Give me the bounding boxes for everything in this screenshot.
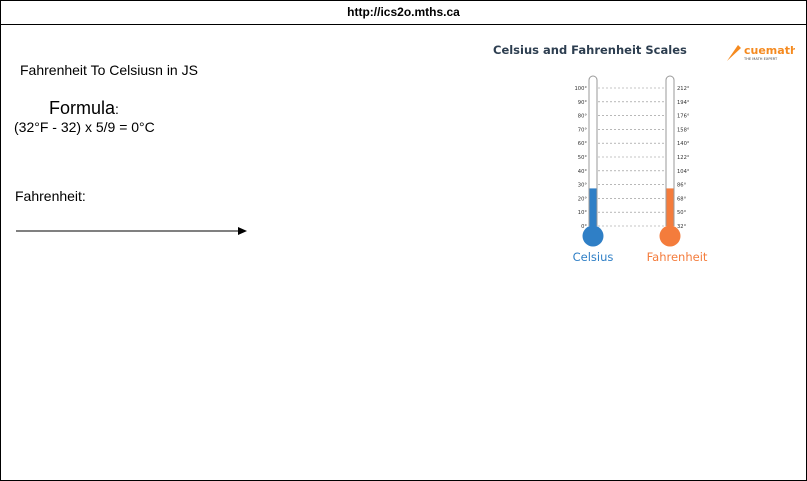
- formula-heading-colon: :: [115, 101, 119, 117]
- brand-tagline: THE MATH EXPERT: [743, 57, 778, 61]
- formula-text: (32°F - 32) x 5/9 = 0°C: [14, 119, 155, 135]
- celsius-tick-label: 10°: [578, 210, 588, 216]
- celsius-tick-label: 40°: [578, 169, 588, 175]
- scale-ticks: 100° 212° 90° 194° 80° 176° 70° 158° 60° 140° 50° 1…: [575, 86, 690, 230]
- fahrenheit-tick-label: 104°: [677, 169, 690, 175]
- celsius-mercury: [589, 188, 597, 230]
- celsius-label: Celsius: [573, 250, 614, 264]
- formula-heading: Formula:: [49, 98, 119, 119]
- url-bar: http://ics2o.mths.ca: [1, 1, 806, 25]
- celsius-tick-label: 60°: [578, 141, 588, 147]
- brand-name: cuemath: [744, 44, 795, 57]
- celsius-tick-label: 80°: [578, 114, 588, 120]
- fahrenheit-tick-label: 122°: [677, 155, 690, 161]
- celsius-tick-label: 20°: [578, 196, 588, 202]
- fahrenheit-tick-label: 50°: [677, 210, 687, 216]
- page-title: Fahrenheit To Celsiusn in JS: [20, 62, 198, 78]
- fahrenheit-tick-label: 68°: [677, 196, 687, 202]
- fahrenheit-tick-label: 86°: [677, 183, 687, 189]
- fahrenheit-label-illustration: Fahrenheit: [647, 250, 708, 264]
- celsius-tick-label: 30°: [578, 183, 588, 189]
- fahrenheit-label: Fahrenheit:: [15, 188, 86, 204]
- fahrenheit-mercury: [666, 188, 674, 230]
- thermometer-scales-image: Celsius and Fahrenheit Scales cuemath TH…: [493, 43, 795, 264]
- fahrenheit-tick-label: 194°: [677, 100, 690, 106]
- celsius-tick-label: 100°: [575, 86, 588, 92]
- formula-heading-text: Formula: [49, 98, 116, 118]
- fahrenheit-tick-label: 32°: [677, 224, 687, 230]
- fahrenheit-tick-label: 158°: [677, 127, 690, 133]
- celsius-tick-label: 70°: [578, 127, 588, 133]
- celsius-bulb: [582, 225, 604, 247]
- fahrenheit-tick-label: 212°: [677, 86, 690, 92]
- fahrenheit-tick-label: 176°: [677, 114, 690, 120]
- celsius-tick-label: 90°: [578, 100, 588, 106]
- rocket-icon: [727, 45, 741, 61]
- fahrenheit-bulb: [659, 225, 681, 247]
- scales-title: Celsius and Fahrenheit Scales: [493, 43, 687, 57]
- arrow-icon: [16, 227, 247, 235]
- celsius-tick-label: 50°: [578, 155, 588, 161]
- celsius-tick-label: 0°: [581, 224, 587, 230]
- cuemath-logo: cuemath THE MATH EXPERT: [727, 44, 795, 61]
- fahrenheit-tick-label: 140°: [677, 141, 690, 147]
